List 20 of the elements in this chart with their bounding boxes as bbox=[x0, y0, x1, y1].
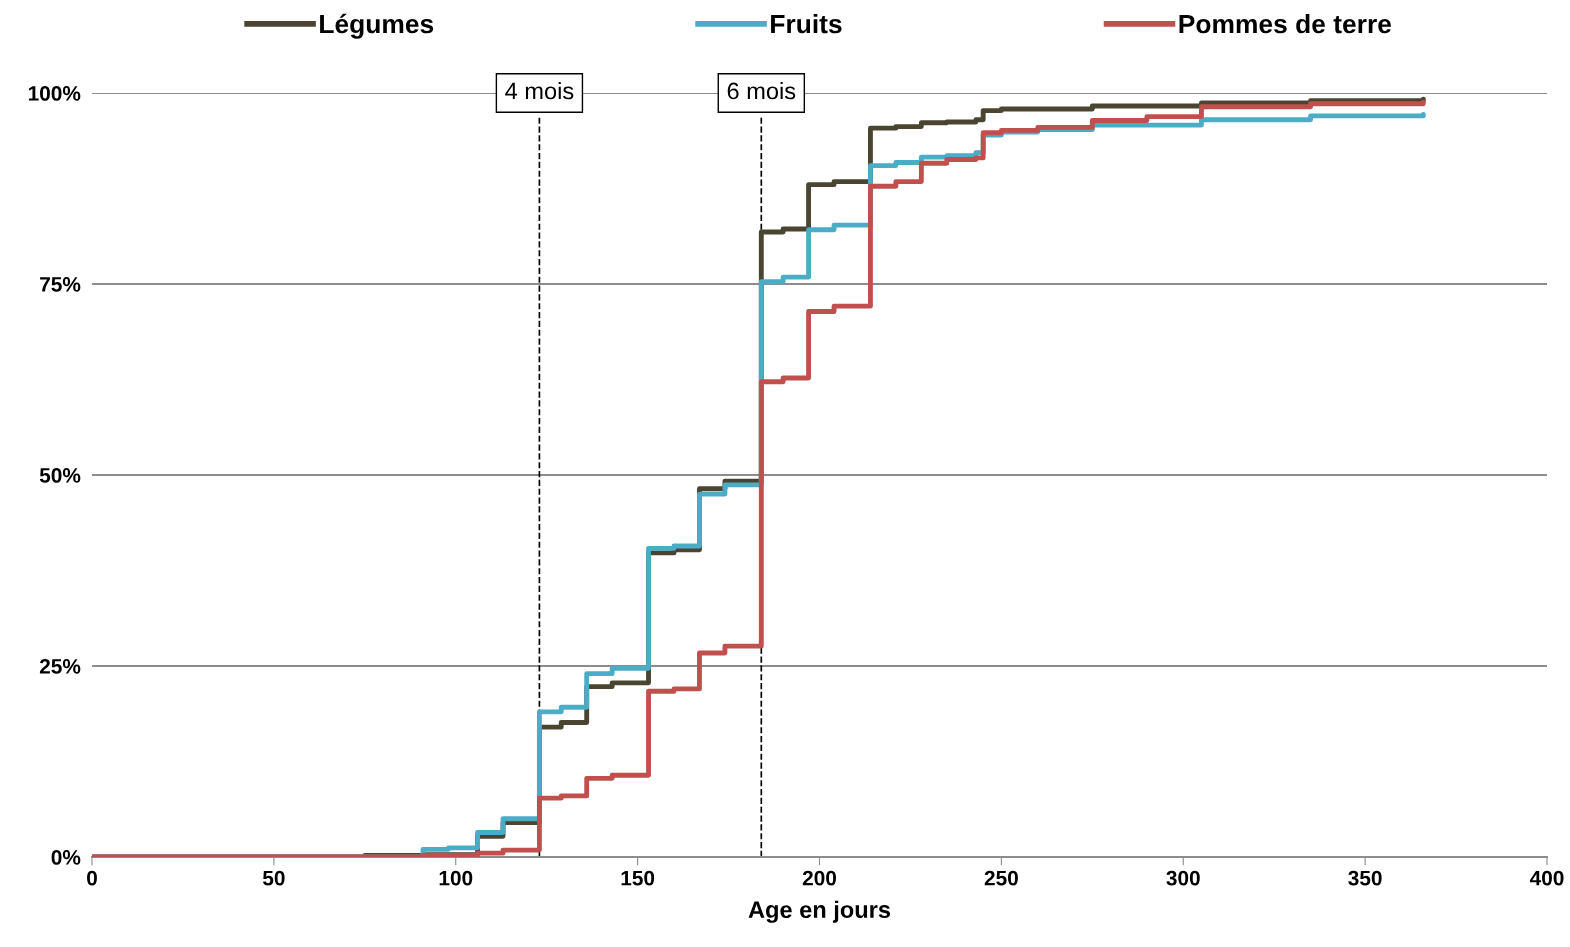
y-tick-label: 75% bbox=[40, 277, 81, 292]
x-axis-title: Age en jours bbox=[748, 900, 891, 923]
legend-label: Pommes de terre bbox=[1179, 13, 1392, 34]
y-tick-label: 100% bbox=[28, 86, 81, 101]
y-tick-label: 0% bbox=[51, 850, 81, 865]
x-tick-label: 250 bbox=[984, 870, 1018, 886]
legend-label: Légumes bbox=[320, 13, 434, 39]
y-tick-label: 50% bbox=[39, 468, 81, 483]
y-tick-label: 25% bbox=[39, 659, 81, 674]
ref-line-label: 6 mois bbox=[727, 82, 796, 100]
x-tick-label: 350 bbox=[1348, 870, 1382, 886]
legend-label: Fruits bbox=[771, 13, 842, 34]
x-tick-label: 100 bbox=[439, 870, 473, 886]
x-tick-label: 150 bbox=[621, 870, 655, 886]
x-tick-label: 0 bbox=[87, 870, 97, 886]
x-tick-label: 50 bbox=[262, 870, 285, 886]
x-tick-label: 200 bbox=[802, 870, 837, 886]
x-tick-label: 400 bbox=[1529, 870, 1564, 886]
x-tick-label: 300 bbox=[1166, 870, 1200, 886]
ref-line-label: 4 mois bbox=[505, 82, 574, 100]
